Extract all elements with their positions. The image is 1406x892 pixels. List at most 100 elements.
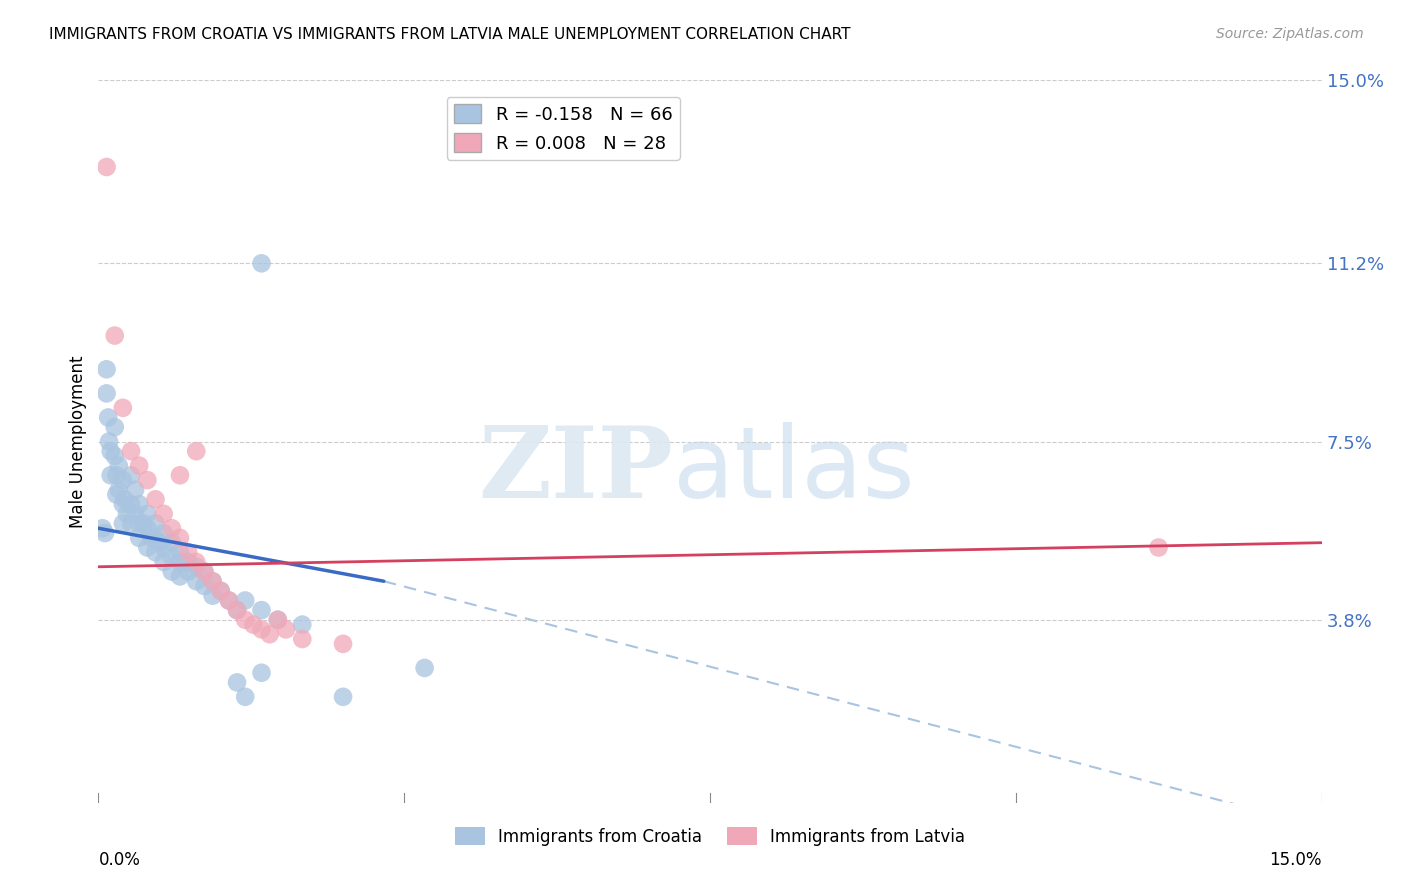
Point	[128, 516, 150, 531]
Point	[193, 565, 215, 579]
Point	[186, 574, 208, 589]
Point	[104, 328, 127, 343]
Point	[186, 559, 208, 574]
Point	[169, 468, 191, 483]
Point	[124, 483, 146, 497]
Point	[218, 593, 240, 607]
Point	[291, 617, 314, 632]
Text: 15.0%: 15.0%	[1270, 851, 1322, 869]
Point	[96, 362, 118, 376]
Point	[160, 565, 183, 579]
Point	[250, 665, 273, 680]
Point	[94, 526, 117, 541]
Point	[136, 521, 159, 535]
Point	[136, 541, 159, 555]
Point	[250, 603, 273, 617]
Point	[250, 256, 273, 270]
Point	[114, 492, 136, 507]
Point	[233, 690, 256, 704]
Point	[145, 492, 167, 507]
Point	[233, 613, 256, 627]
Point	[218, 593, 240, 607]
Point	[115, 507, 138, 521]
Point	[332, 637, 354, 651]
Point	[111, 497, 134, 511]
Point	[193, 579, 215, 593]
Point	[152, 507, 174, 521]
Point	[104, 449, 127, 463]
Point	[100, 468, 122, 483]
Point	[226, 603, 249, 617]
Point	[145, 545, 167, 559]
Point	[97, 410, 120, 425]
Point	[274, 623, 297, 637]
Point	[136, 473, 159, 487]
Point	[128, 458, 150, 473]
Legend: R = -0.158   N = 66, R = 0.008   N = 28: R = -0.158 N = 66, R = 0.008 N = 28	[447, 96, 679, 160]
Point	[120, 516, 142, 531]
Point	[160, 550, 183, 565]
Point	[226, 675, 249, 690]
Point	[209, 583, 232, 598]
Text: 0.0%: 0.0%	[98, 851, 141, 869]
Point	[111, 516, 134, 531]
Point	[169, 545, 191, 559]
Point	[201, 574, 224, 589]
Point	[291, 632, 314, 646]
Point	[149, 535, 172, 549]
Point	[169, 531, 191, 545]
Point	[104, 420, 127, 434]
Point	[96, 386, 118, 401]
Point	[141, 531, 163, 545]
Point	[132, 516, 155, 531]
Point	[120, 497, 142, 511]
Point	[100, 444, 122, 458]
Point	[98, 434, 121, 449]
Point	[226, 603, 249, 617]
Point	[177, 555, 200, 569]
Point	[201, 574, 224, 589]
Point	[233, 593, 256, 607]
Point	[259, 627, 281, 641]
Point	[413, 661, 436, 675]
Point	[152, 555, 174, 569]
Point	[105, 487, 128, 501]
Point	[111, 401, 134, 415]
Point	[152, 541, 174, 555]
Point	[267, 613, 290, 627]
Point	[332, 690, 354, 704]
Point	[111, 473, 134, 487]
Point	[105, 468, 128, 483]
Point	[267, 613, 290, 627]
Point	[128, 497, 150, 511]
Point	[169, 569, 191, 583]
Point	[250, 623, 273, 637]
Point	[242, 617, 264, 632]
Point	[108, 458, 131, 473]
Point	[160, 535, 183, 549]
Point	[152, 526, 174, 541]
Point	[201, 589, 224, 603]
Point	[209, 583, 232, 598]
Point	[108, 483, 131, 497]
Y-axis label: Male Unemployment: Male Unemployment	[69, 355, 87, 528]
Point	[160, 521, 183, 535]
Point	[169, 555, 191, 569]
Point	[91, 521, 114, 535]
Point	[145, 531, 167, 545]
Text: ZIP: ZIP	[478, 422, 673, 519]
Point	[96, 160, 118, 174]
Point	[120, 444, 142, 458]
Text: atlas: atlas	[673, 422, 915, 519]
Point	[1147, 541, 1170, 555]
Point	[120, 468, 142, 483]
Point	[136, 507, 159, 521]
Point	[124, 507, 146, 521]
Point	[128, 531, 150, 545]
Point	[186, 555, 208, 569]
Point	[145, 516, 167, 531]
Point	[186, 444, 208, 458]
Text: Source: ZipAtlas.com: Source: ZipAtlas.com	[1216, 27, 1364, 41]
Point	[177, 545, 200, 559]
Point	[193, 565, 215, 579]
